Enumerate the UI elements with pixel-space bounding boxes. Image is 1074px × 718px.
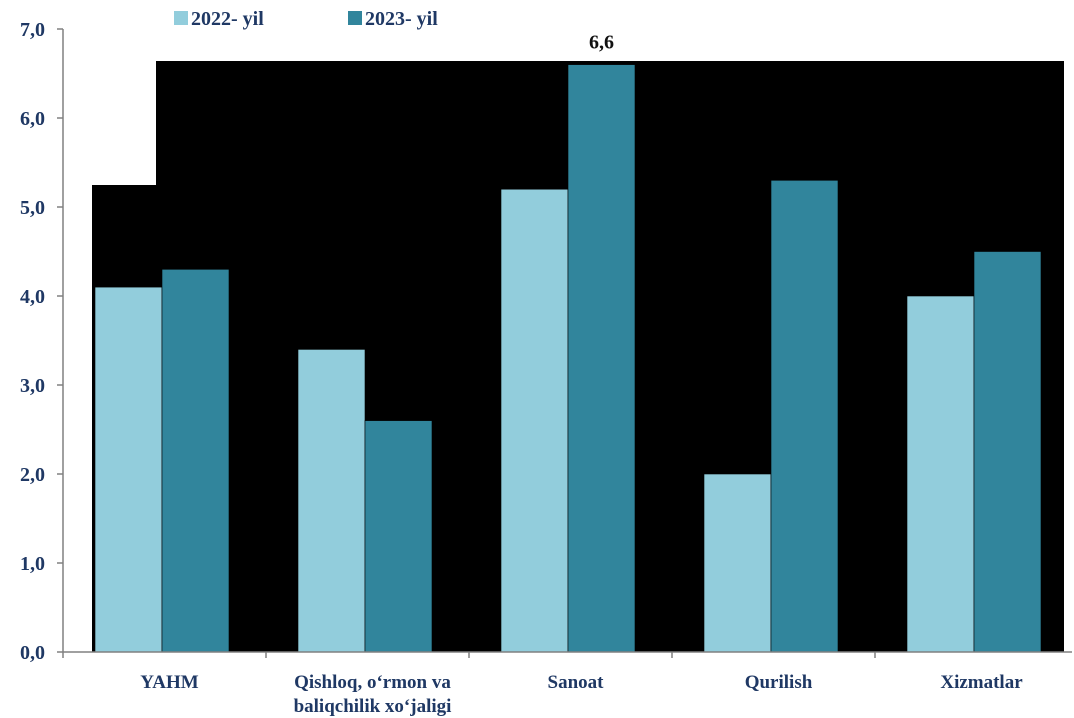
legend-swatch xyxy=(174,11,188,25)
y-axis-ticks: 0,0 1,0 2,0 3,0 4,0 5,0 6,0 7,0 xyxy=(20,19,63,664)
x-category-label: Xizmatlar xyxy=(940,672,1023,693)
bar-series2 xyxy=(567,64,636,653)
y-tick-label: 1,0 xyxy=(20,553,45,575)
y-tick-label: 2,0 xyxy=(20,464,45,486)
bar-series2 xyxy=(973,251,1042,653)
bar-series2 xyxy=(364,420,433,653)
x-category-label: YAHM xyxy=(140,672,198,693)
data-labels: 6,6 xyxy=(589,32,614,54)
bars-group xyxy=(94,64,1042,653)
data-label: 6,6 xyxy=(589,32,614,54)
y-tick-label: 5,0 xyxy=(20,197,45,219)
axes-group xyxy=(62,29,1072,658)
y-tick-label: 7,0 xyxy=(20,19,45,41)
x-category-label: baliqchilik xo‘jaligi xyxy=(294,696,452,717)
y-tick-label: 4,0 xyxy=(20,286,45,308)
legend-swatch xyxy=(348,11,362,25)
x-axis-labels: YAHM Qishloq, o‘rmon va baliqchilik xo‘jal… xyxy=(140,672,1023,717)
bar-series1 xyxy=(500,188,569,653)
bar-series2 xyxy=(770,180,839,653)
legend-label: 2023- yil xyxy=(365,8,438,30)
legend: 2022- yil 2023- yil xyxy=(174,8,438,30)
y-tick-label: 6,0 xyxy=(20,108,45,130)
bar-series2 xyxy=(161,268,230,653)
bar-series1 xyxy=(297,349,366,653)
legend-label: 2022- yil xyxy=(191,8,264,30)
bar-series1 xyxy=(906,295,975,653)
y-tick-label: 0,0 xyxy=(20,642,45,664)
x-category-label: Qishloq, o‘rmon va xyxy=(294,672,451,693)
y-tick-label: 3,0 xyxy=(20,375,45,397)
x-category-label: Sanoat xyxy=(548,672,605,693)
bar-series1 xyxy=(703,473,772,653)
x-category-label: Qurilish xyxy=(745,672,813,693)
bar-series1 xyxy=(94,286,163,653)
